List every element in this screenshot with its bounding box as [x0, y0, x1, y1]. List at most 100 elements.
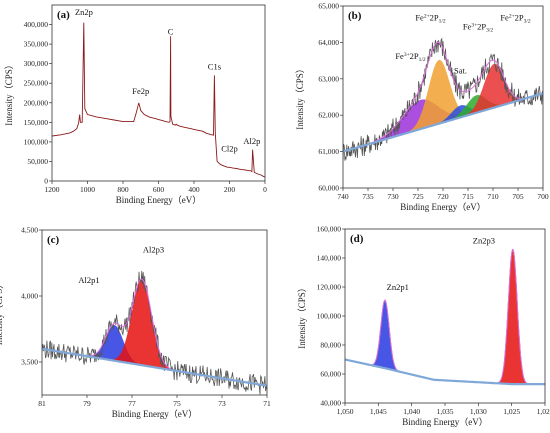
fit-envelope-line [42, 278, 267, 387]
x-tick-label: 1,040 [403, 407, 420, 416]
x-axis-title: Binding Energy（eV） [400, 202, 486, 212]
raw-data-line [343, 37, 543, 161]
x-tick-label: 81 [38, 399, 46, 408]
fit-envelope-line [343, 41, 543, 153]
peak-annotation: Al2p1 [78, 275, 99, 285]
y-tick-label: 63,000 [318, 74, 339, 83]
peak-annotation: Fe2p [132, 86, 149, 96]
y-tick-label: 61,000 [318, 147, 339, 156]
x-axis-title: Binding Energy（eV） [112, 409, 198, 419]
y-tick-label: 100,000 [317, 312, 342, 321]
x-tick-label: 1,045 [370, 407, 387, 416]
x-tick-label: 1,020 [537, 407, 550, 416]
peak-annotation: C [168, 26, 174, 36]
background-line [42, 347, 267, 387]
x-tick-label: 735 [362, 192, 374, 201]
x-tick-label: 200 [224, 185, 236, 194]
x-tick-label: 1,035 [437, 407, 454, 416]
y-tick-label: 250,000 [24, 79, 49, 88]
raw-data-line [42, 270, 267, 395]
x-tick-label: 1200 [45, 185, 60, 194]
x-tick-label: 0 [263, 185, 267, 194]
y-tick-label: 3,500 [21, 358, 38, 367]
y-tick-label: 65,000 [318, 2, 339, 11]
panel-c-al2p-spectrum: 81 79 77 75 73 71 3,500 4,000 4,500 Binding Energ… [0, 226, 271, 420]
x-tick-label: 1000 [80, 185, 95, 194]
panel-d-zn2p-spectrum: 1,050 1,045 1,040 1,035 1,030 1,025 1,020 40,00… [297, 225, 550, 428]
survey-spectrum-line [52, 22, 265, 178]
x-tick-label: 800 [117, 185, 129, 194]
x-tick-label: 725 [412, 192, 424, 201]
y-tick-label: 60,000 [320, 370, 341, 379]
x-tick-label: 730 [387, 192, 399, 201]
y-tick-label: 200,000 [24, 98, 49, 107]
peak-annotation: Al2p3 [143, 244, 164, 254]
plot-area [42, 270, 267, 395]
y-tick-label: 4,000 [21, 292, 38, 301]
x-tick-label: 740 [337, 192, 349, 201]
y-tick-label: 100,000 [24, 137, 49, 146]
y-axis-title: Intensity（CPS） [295, 64, 305, 130]
x-axis-title: Binding Energy（eV） [116, 195, 202, 205]
x-tick-label: 1,025 [503, 407, 520, 416]
x-tick-label: 710 [487, 192, 499, 201]
x-tick-label: 715 [462, 192, 474, 201]
background-line [345, 358, 545, 386]
x-tick-label: 400 [188, 185, 200, 194]
panel-label: (c) [47, 234, 60, 246]
x-axis-title: Binding Energy（eV） [402, 417, 488, 427]
peak-annotation: Zn2p [75, 7, 93, 17]
x-tick-label: 75 [173, 399, 181, 408]
y-tick-label: 40,000 [320, 399, 341, 408]
x-tick-label: 79 [83, 399, 91, 408]
peak-annotation: Zn2p3 [473, 236, 495, 246]
y-tick-label: 140,000 [317, 254, 342, 263]
peak-annotation: Zn2p1 [387, 282, 409, 292]
fitted-peak-zn2p1 [345, 300, 545, 385]
x-tick-label: 700 [537, 192, 549, 201]
y-tick-label: 62,000 [318, 111, 339, 120]
y-tick-label: 120,000 [317, 283, 342, 292]
y-tick-label: 4,500 [21, 226, 38, 235]
panel-label: (d) [350, 233, 364, 245]
peak-annotation: Fe3+2P1/2 [395, 51, 426, 63]
x-tick-label: 600 [153, 185, 165, 194]
y-tick-label: 0 [44, 177, 48, 186]
y-tick-label: 150,000 [24, 118, 49, 127]
x-tick-label: 720 [437, 192, 449, 201]
peak-annotation: Fe2+2P1/2 [415, 13, 446, 25]
x-tick-label: 71 [263, 399, 271, 408]
x-tick-label: 1,030 [470, 407, 487, 416]
y-tick-label: 400,000 [24, 20, 49, 29]
peak-annotation: Cl2p [221, 144, 238, 154]
plot-area [343, 37, 543, 161]
peak-annotation: Fe2+2P3/2 [500, 13, 531, 25]
plot-frame [41, 229, 268, 396]
y-tick-label: 300,000 [24, 59, 49, 68]
panel-label: (b) [348, 10, 362, 22]
panel-label: (a) [57, 9, 70, 21]
y-tick-label: 350,000 [24, 40, 49, 49]
y-tick-label: 64,000 [318, 38, 339, 47]
x-tick-label: 705 [512, 192, 524, 201]
x-tick-label: 77 [128, 399, 136, 408]
x-tick-label: 73 [218, 399, 226, 408]
fitted-peak-component-4 [343, 63, 543, 152]
panel-b-fe2p-spectrum: 740 735 730 725 720 715 710 705 700 60,000 61,000 6… [295, 2, 549, 213]
y-axis-title: Intensity（CPS） [0, 280, 4, 346]
y-tick-label: 50,000 [27, 157, 48, 166]
y-axis-title: Intensity（CPS） [297, 283, 307, 349]
y-tick-label: 160,000 [317, 225, 342, 234]
panel-a-survey-spectrum: 1200 1000 800 600 400 200 0 0 50,000 100,000 150,0… [4, 4, 267, 205]
peak-annotation: Sat. [454, 65, 467, 75]
fitted-peak-component-1 [343, 59, 543, 152]
background-line [343, 92, 543, 153]
y-tick-label: 80,000 [320, 341, 341, 350]
peak-annotation: C1s [208, 62, 221, 72]
x-tick-label: 1,050 [337, 407, 354, 416]
y-tick-label: 60,000 [318, 184, 339, 193]
plot-area [345, 248, 545, 386]
plot-area [52, 22, 265, 178]
y-axis-title: Intensity（CPS） [4, 60, 14, 126]
